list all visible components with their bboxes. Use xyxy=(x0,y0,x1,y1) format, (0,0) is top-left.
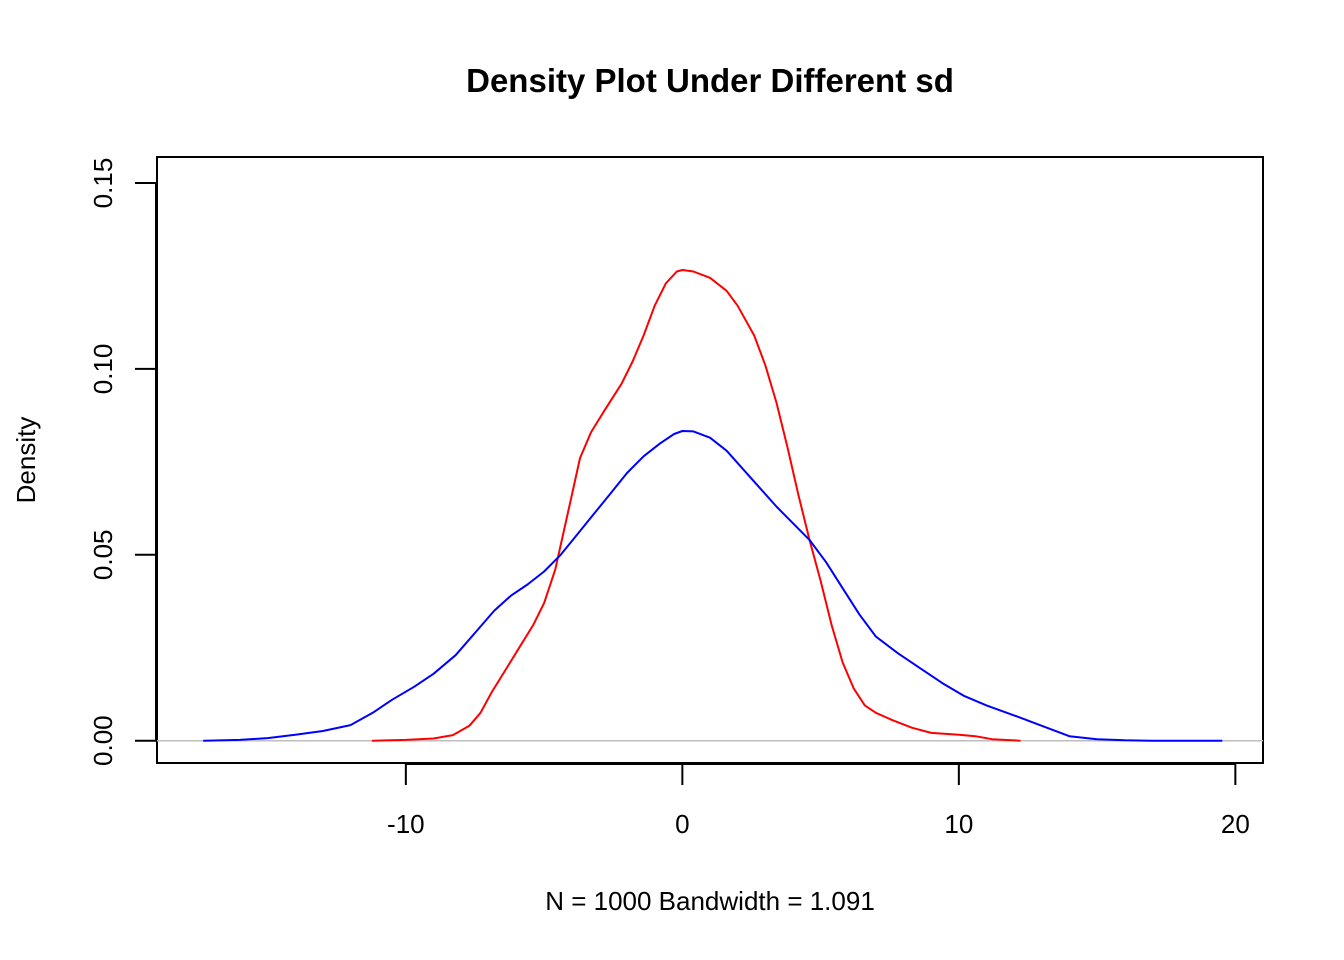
y-tick-label: 0.10 xyxy=(88,344,118,395)
x-axis-label: N = 1000 Bandwidth = 1.091 xyxy=(545,886,875,916)
x-axis: -10 0 10 20 xyxy=(387,763,1250,839)
y-axis-label: Density xyxy=(11,417,41,504)
x-tick-label: 0 xyxy=(675,809,689,839)
chart-title: Density Plot Under Different sd xyxy=(466,62,954,99)
x-tick-label: 20 xyxy=(1221,809,1250,839)
x-tick-label: 10 xyxy=(944,809,973,839)
y-axis: 0.00 0.05 0.10 0.15 xyxy=(88,158,157,766)
y-tick-label: 0.00 xyxy=(88,715,118,766)
x-tick-label: -10 xyxy=(387,809,425,839)
density-line-1 xyxy=(371,269,1021,742)
y-tick-label: 0.05 xyxy=(88,529,118,580)
plot-frame xyxy=(156,156,1264,764)
y-tick-label: 0.15 xyxy=(88,158,118,209)
density-line-2 xyxy=(203,430,1223,742)
series-lines xyxy=(203,269,1223,742)
